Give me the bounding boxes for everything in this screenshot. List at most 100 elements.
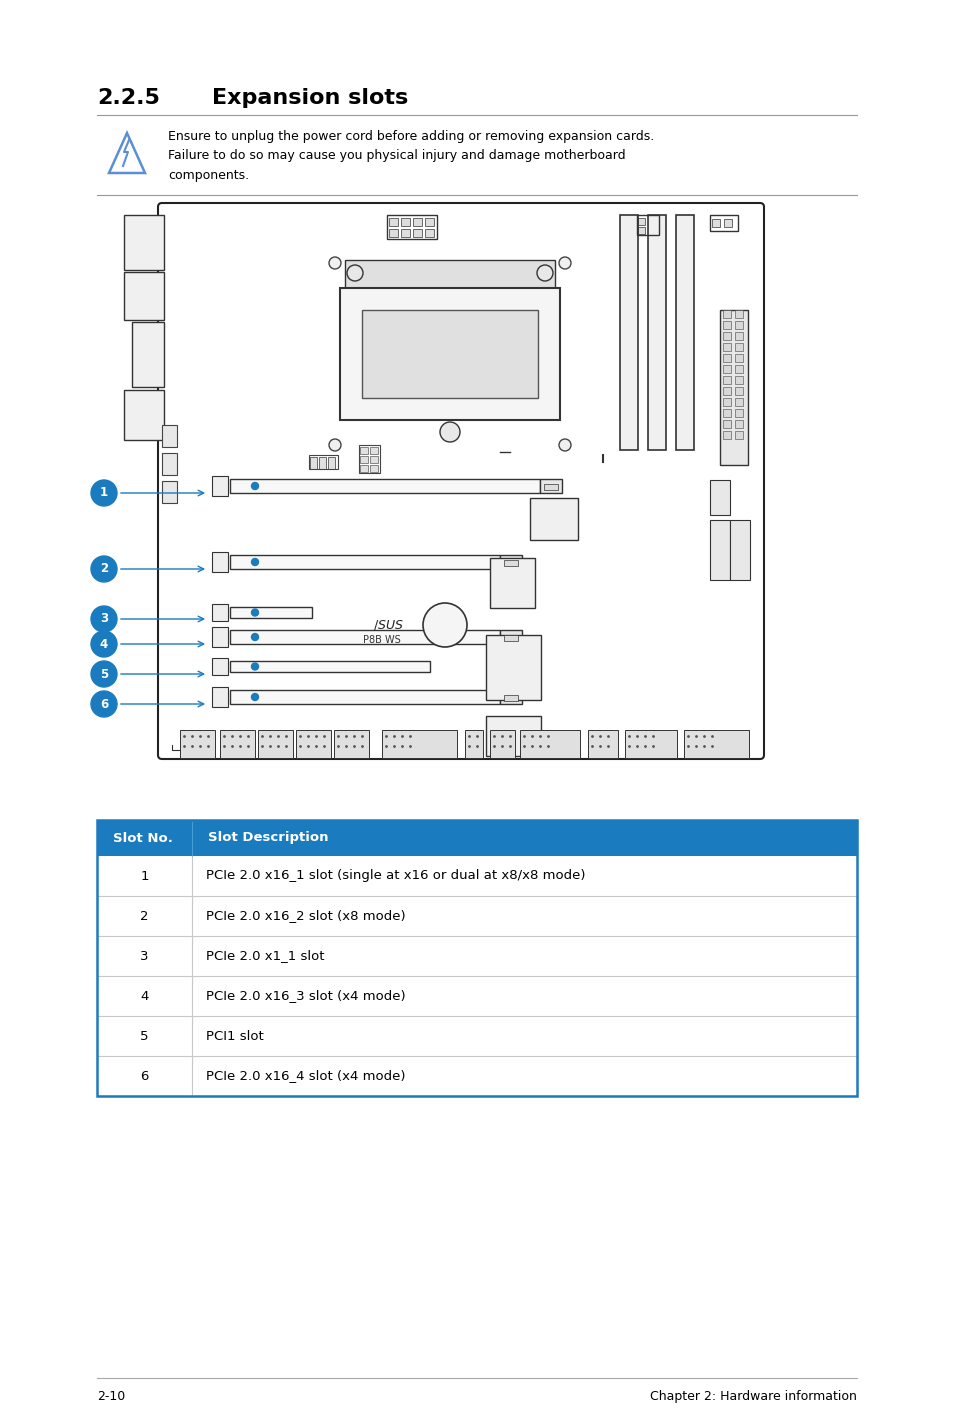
Bar [722,320,730,329]
Bar [530,498,578,540]
Bar [499,630,521,644]
Bar [212,476,228,496]
Bar [97,936,856,976]
Bar [212,686,228,708]
Bar [370,447,377,454]
Bar [295,730,331,759]
Text: 6: 6 [100,698,108,710]
Bar [359,457,368,464]
Text: 2: 2 [100,563,108,576]
Circle shape [347,265,363,281]
Circle shape [329,440,340,451]
Circle shape [91,691,117,718]
Bar [424,218,434,225]
Bar [722,431,730,440]
Bar [387,216,436,240]
Bar [212,604,228,621]
Bar [709,481,729,515]
Text: 4: 4 [140,990,149,1003]
Bar [490,559,535,608]
Bar [734,332,742,340]
Circle shape [91,661,117,686]
Bar [734,311,742,318]
Circle shape [91,631,117,657]
Bar [464,730,482,759]
Bar [519,730,579,759]
Bar [722,408,730,417]
Bar [230,479,539,493]
Circle shape [252,664,258,669]
Bar [212,552,228,571]
Bar [647,216,665,450]
Text: 4: 4 [100,638,108,651]
Bar [381,730,456,759]
Bar [734,387,742,396]
Bar [503,635,517,641]
Text: PCI1 slot: PCI1 slot [206,1029,263,1042]
Bar [212,627,228,647]
Bar [711,218,720,227]
Bar [334,730,369,759]
Text: Expansion slots: Expansion slots [212,88,408,108]
Bar [734,354,742,362]
Bar [124,216,164,269]
Circle shape [91,481,117,506]
Bar [676,216,693,450]
Bar [413,228,421,237]
Text: 2.2.5: 2.2.5 [97,88,160,108]
Bar [722,364,730,373]
Bar [132,322,164,387]
Bar [624,730,677,759]
Text: PCIe 2.0 x16_2 slot (x8 mode): PCIe 2.0 x16_2 slot (x8 mode) [206,909,405,923]
Bar [400,218,410,225]
Bar [389,228,397,237]
Text: Ensure to unplug the power cord before adding or removing expansion cards.
Failu: Ensure to unplug the power cord before a… [168,130,654,182]
Bar [722,387,730,396]
Bar [722,376,730,384]
Text: 3: 3 [140,950,149,963]
Bar [309,455,337,469]
Text: Chapter 2: Hardware information: Chapter 2: Hardware information [649,1390,856,1402]
Bar [729,520,749,580]
Bar [318,457,326,469]
Bar [587,730,618,759]
Circle shape [252,634,258,641]
Bar [734,343,742,352]
Bar [683,730,748,759]
Bar [97,856,856,896]
Bar [345,259,555,288]
Circle shape [252,693,258,700]
Text: 5: 5 [140,1029,149,1042]
Bar [539,479,561,493]
Bar [97,820,856,856]
Bar [162,425,177,447]
Bar [424,228,434,237]
Text: PCIe 2.0 x1_1 slot: PCIe 2.0 x1_1 slot [206,950,324,963]
Text: 2-10: 2-10 [97,1390,125,1402]
Bar [328,457,335,469]
Text: 1: 1 [140,869,149,882]
Bar [722,354,730,362]
Circle shape [537,265,553,281]
Text: PCIe 2.0 x16_3 slot (x4 mode): PCIe 2.0 x16_3 slot (x4 mode) [206,990,405,1003]
Bar [709,216,738,231]
Circle shape [329,257,340,269]
Bar [503,560,517,566]
Bar [230,691,499,703]
FancyBboxPatch shape [158,203,763,759]
Bar [722,343,730,352]
Circle shape [91,556,117,581]
Text: PCIe 2.0 x16_1 slot (single at x16 or dual at x8/x8 mode): PCIe 2.0 x16_1 slot (single at x16 or du… [206,869,585,882]
Bar [220,730,254,759]
Bar [734,364,742,373]
Bar [490,730,515,759]
Text: $\it{/SUS}$: $\it{/SUS}$ [373,618,403,632]
Bar [722,311,730,318]
Bar [734,431,742,440]
Bar [97,1056,856,1096]
Text: 1: 1 [100,486,108,499]
Bar [162,452,177,475]
Bar [499,691,521,703]
Bar [358,445,379,474]
Bar [310,457,316,469]
